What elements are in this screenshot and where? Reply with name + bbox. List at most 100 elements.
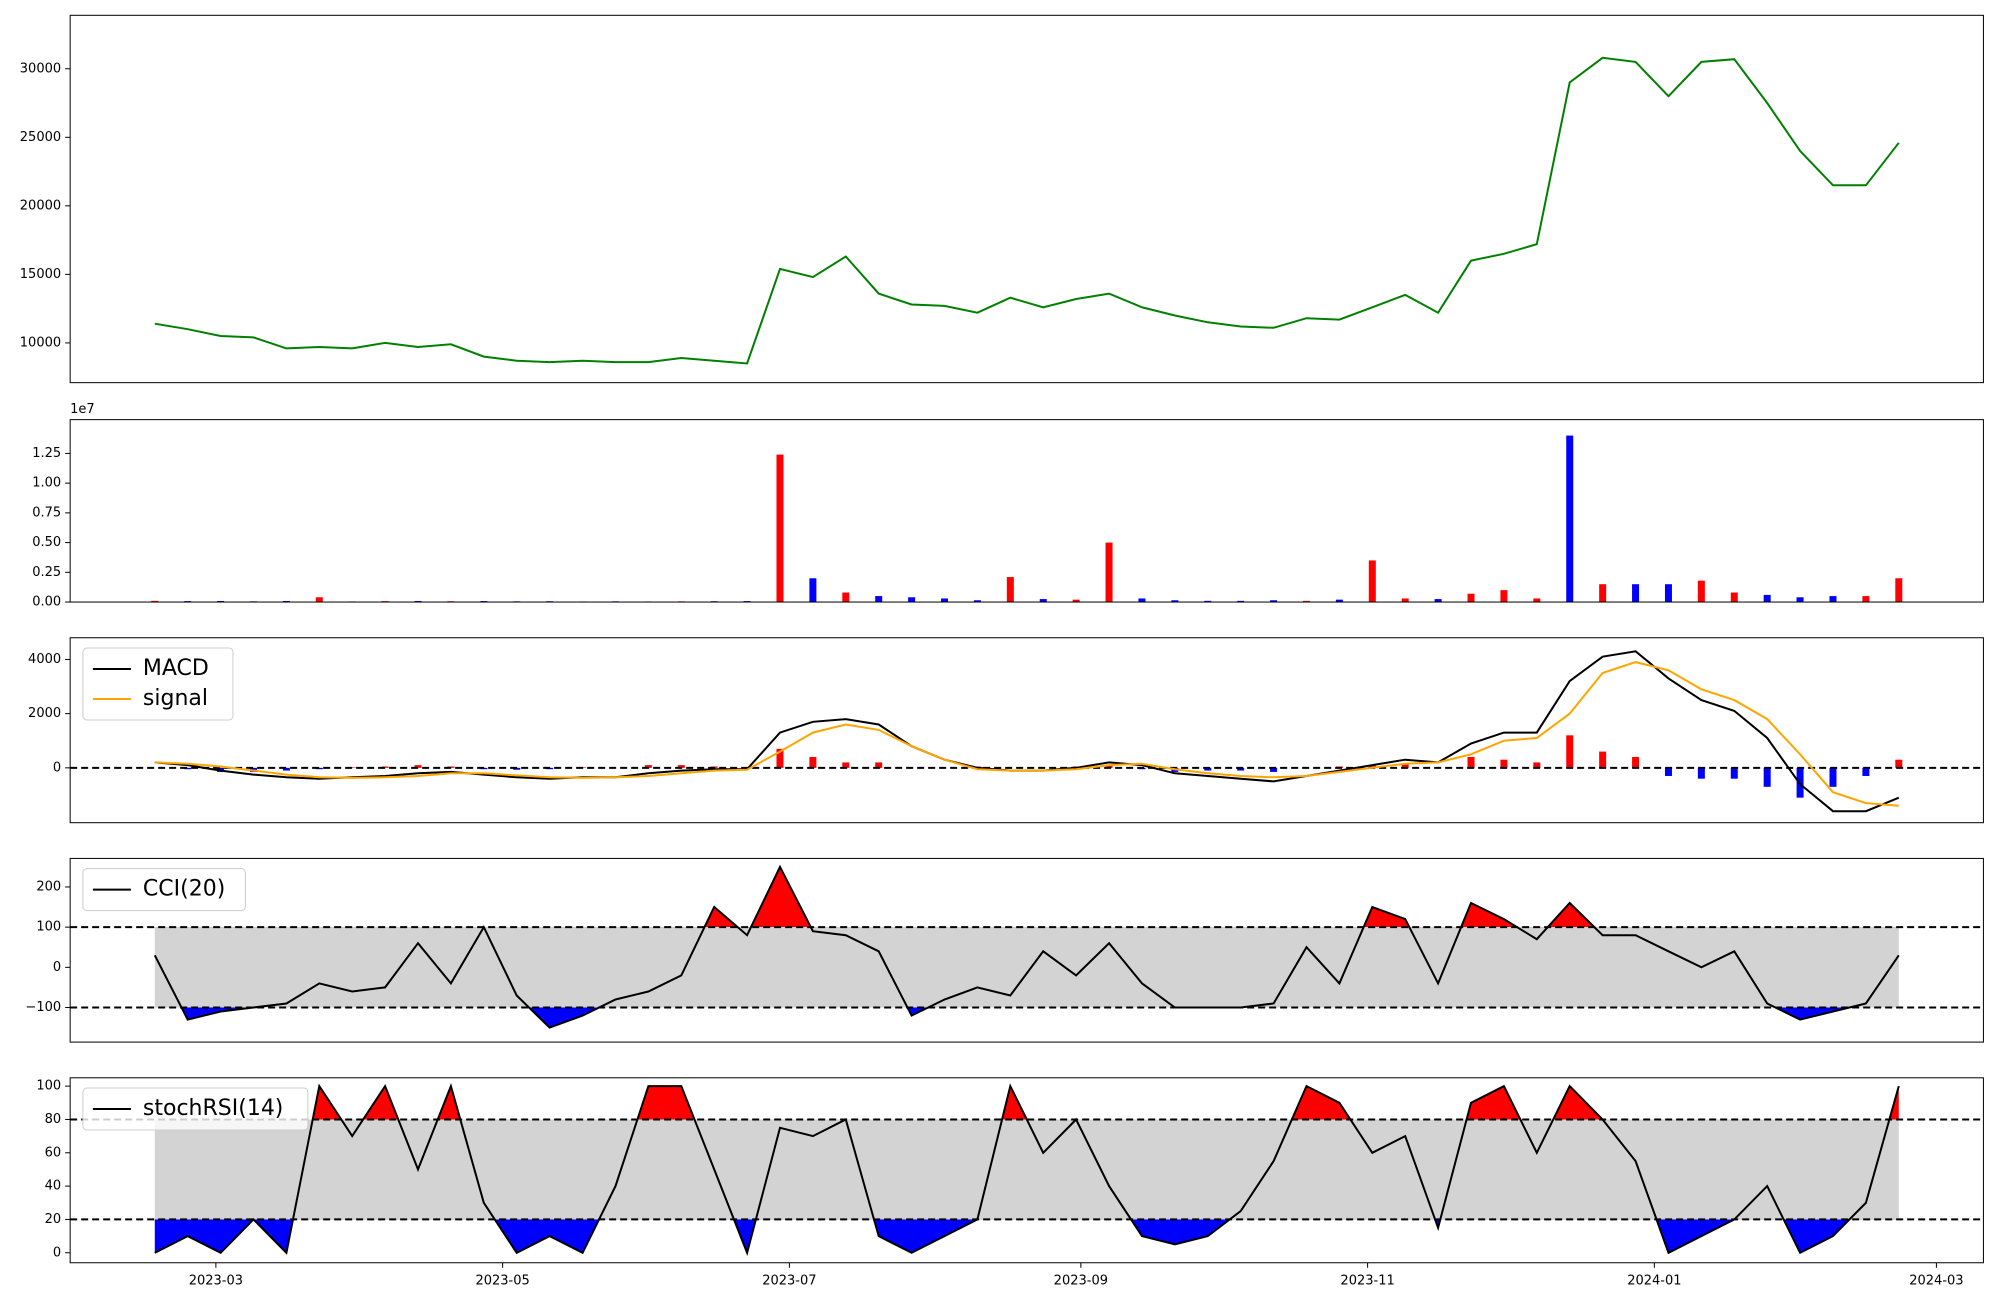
volume-bar [1664,584,1672,603]
volume-bar [315,597,323,603]
histogram-bar [875,762,883,768]
volume-bar [875,596,883,603]
volume-bar [1599,584,1607,603]
axes-frame [69,637,1984,824]
histogram-bar [1401,763,1409,768]
legend-label: MACD [143,656,209,681]
y-tick-label: 10000 [20,335,61,350]
volume-bar [1763,594,1771,603]
y-tick-label: 1.00 [32,476,61,491]
histogram-bar [1730,767,1738,779]
volume-bar [1138,598,1146,603]
volume-bar [842,592,850,603]
price-line [154,56,1900,365]
histogram-bar [1467,757,1475,768]
series-line [154,650,1900,813]
x-tick-label: 2024-01 [1627,1273,1681,1288]
x-tick-label: 2023-05 [475,1273,529,1288]
volume-bar [1006,577,1014,603]
histogram-bar [348,767,356,768]
y-tick-label: 20 [45,1212,62,1227]
volume-bar [1302,600,1310,603]
histogram-bar [1500,759,1508,768]
y-tick-label: 0 [53,960,61,975]
histogram-bar [842,762,850,768]
y-tick-label: 1.25 [32,446,61,461]
histogram-bar [1368,765,1376,768]
y-tick-label: 0.00 [32,595,61,610]
volume-bar [1204,600,1212,603]
volume-bar [776,454,784,603]
y-tick-label: −100 [25,1000,61,1015]
y-tick-label: 0 [53,760,61,775]
histogram-bar [1204,767,1212,771]
volume-bar [282,600,290,603]
y-tick-label: 0 [53,1245,61,1260]
histogram-bar [1895,759,1903,768]
x-tick-label: 2023-09 [1054,1273,1108,1288]
y-tick-label: 0.50 [32,535,61,550]
indicator-line [154,1082,1900,1257]
histogram-bar [414,765,422,768]
y-tick-label: 15000 [20,267,61,282]
y-tick-label: 2000 [28,706,61,721]
histogram-bar [315,767,323,770]
volume-bar [151,600,159,603]
y-tick-label: 0.75 [32,505,61,520]
histogram-bar [1599,751,1607,768]
volume-bar [1270,600,1278,603]
above-fill [154,1086,1899,1120]
y-tick-label: 200 [36,879,61,894]
x-tick-label: 2023-03 [189,1273,243,1288]
series-line [154,661,1899,807]
volume-bar [1335,599,1343,603]
histogram-bar [1763,767,1771,787]
below-fill [154,1219,1850,1253]
volume-bar [1697,580,1705,603]
histogram-bar [809,757,817,768]
histogram-bar [1829,767,1837,787]
histogram-bar [1237,767,1245,771]
volume-bar [1566,435,1574,603]
volume-bar [1895,578,1903,603]
histogram-bar [1697,767,1705,779]
y-tick-label: 100 [36,1079,61,1094]
volume-bar [1171,600,1179,603]
volume-bar [1368,560,1376,603]
histogram-bar [1105,765,1113,768]
volume-bar [1796,597,1804,603]
offset-label: 1e7 [70,402,95,417]
histogram-bar [1566,735,1574,768]
x-tick-label: 2023-11 [1340,1273,1394,1288]
volume-bar [1829,596,1837,603]
legend-label: signal [143,686,208,711]
volume-bar [973,600,981,603]
volume-bar [1533,598,1541,603]
legend-label: stochRSI(14) [143,1096,283,1121]
volume-bar [941,598,949,603]
volume-bar [1237,600,1245,603]
legend-label: CCI(20) [143,877,225,902]
volume-bar [1730,592,1738,603]
axes-frame [69,14,1984,384]
histogram-bar [644,765,652,768]
volume-bar [217,600,225,603]
histogram-bar [282,767,290,771]
y-tick-label: 20000 [20,198,61,213]
neutral-band [154,927,1899,1008]
histogram-bar [1270,767,1278,772]
volume-bar [1632,584,1640,603]
indicator-line [153,864,1900,1029]
y-tick-label: 25000 [20,130,61,145]
legend-box [82,647,234,721]
histogram-bar [1862,767,1870,776]
axes-frame [69,419,1984,603]
volume-bar [414,600,422,603]
legend-box [82,868,246,912]
histogram-bar [776,748,784,768]
y-tick-label: 100 [36,920,61,935]
histogram-bar [1664,767,1672,776]
volume-bar [1072,599,1080,603]
y-tick-label: 40 [45,1179,62,1194]
